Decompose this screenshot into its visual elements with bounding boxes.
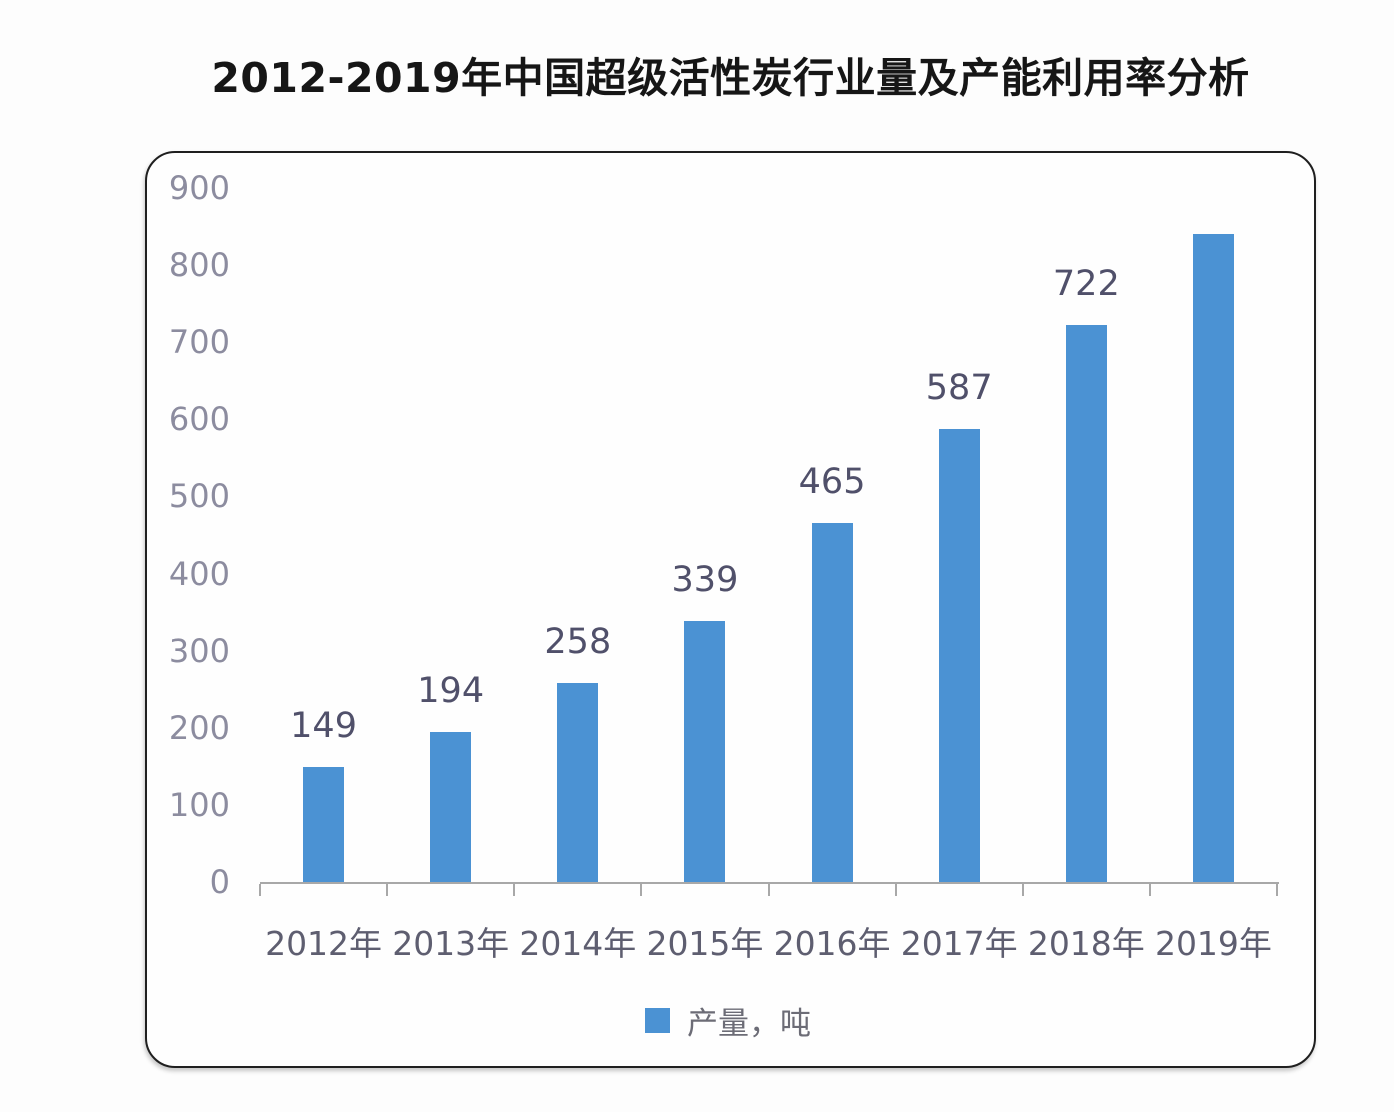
- axis-tick: [1021, 884, 1024, 896]
- axis-tick: [513, 884, 516, 896]
- plot-area: 149 194 258 339 465 587 722: [260, 188, 1277, 882]
- bar: [557, 683, 599, 882]
- bar-value-label: 339: [671, 559, 739, 600]
- x-axis-line: [260, 882, 1279, 884]
- axis-tick: [386, 884, 389, 896]
- bar-value-label: 722: [1052, 264, 1120, 305]
- bar-value-label: 194: [417, 671, 485, 712]
- y-axis-label: 0: [209, 863, 230, 901]
- bar-value-label: 258: [544, 622, 612, 663]
- chart-frame: 0 100 200 300 400 500 600 700 800 900 149 194 258 33…: [145, 151, 1316, 1068]
- chart-title: 2012-2019年中国超级活性炭行业量及产能利用率分析: [211, 54, 1250, 102]
- legend: 产量，吨: [645, 998, 811, 1043]
- axis-tick: [259, 884, 261, 896]
- x-axis-label: 2018年: [1027, 924, 1145, 963]
- bar: [430, 732, 472, 882]
- bar: [1065, 325, 1107, 882]
- bar: [938, 429, 980, 882]
- y-axis-label: 600: [168, 400, 230, 439]
- x-axis-label: 2012年: [265, 924, 383, 963]
- x-axis-label: 2017年: [900, 924, 1018, 963]
- bar-value-label: 465: [798, 462, 866, 503]
- axis-tick: [767, 884, 770, 896]
- bar: [1192, 234, 1234, 882]
- bar: [811, 523, 853, 882]
- bar: [684, 620, 726, 882]
- y-axis-label: 300: [168, 631, 230, 670]
- x-axis-label: 2013年: [392, 924, 510, 963]
- legend-swatch-icon: [645, 1008, 670, 1033]
- axis-tick: [1148, 884, 1151, 896]
- y-axis-label: 400: [168, 554, 230, 593]
- y-axis-label: 700: [168, 323, 230, 362]
- x-axis-label: 2019年: [1154, 924, 1272, 963]
- axis-tick: [640, 884, 643, 896]
- y-axis-label: 900: [168, 169, 230, 207]
- y-axis-label: 500: [168, 477, 230, 516]
- x-axis-label: 2015年: [646, 924, 764, 963]
- axis-tick: [894, 884, 897, 896]
- y-axis-label: 100: [168, 785, 230, 824]
- x-axis-label: 2014年: [519, 924, 637, 963]
- bar-value-label: 587: [925, 368, 993, 409]
- bar-value-label: 149: [290, 706, 357, 747]
- y-axis-label: 200: [168, 708, 230, 747]
- y-axis-label: 800: [168, 246, 230, 285]
- x-axis-label: 2016年: [773, 924, 891, 963]
- axis-tick: [1276, 884, 1278, 896]
- legend-label: 产量，吨: [687, 1006, 811, 1042]
- bar: [303, 767, 345, 882]
